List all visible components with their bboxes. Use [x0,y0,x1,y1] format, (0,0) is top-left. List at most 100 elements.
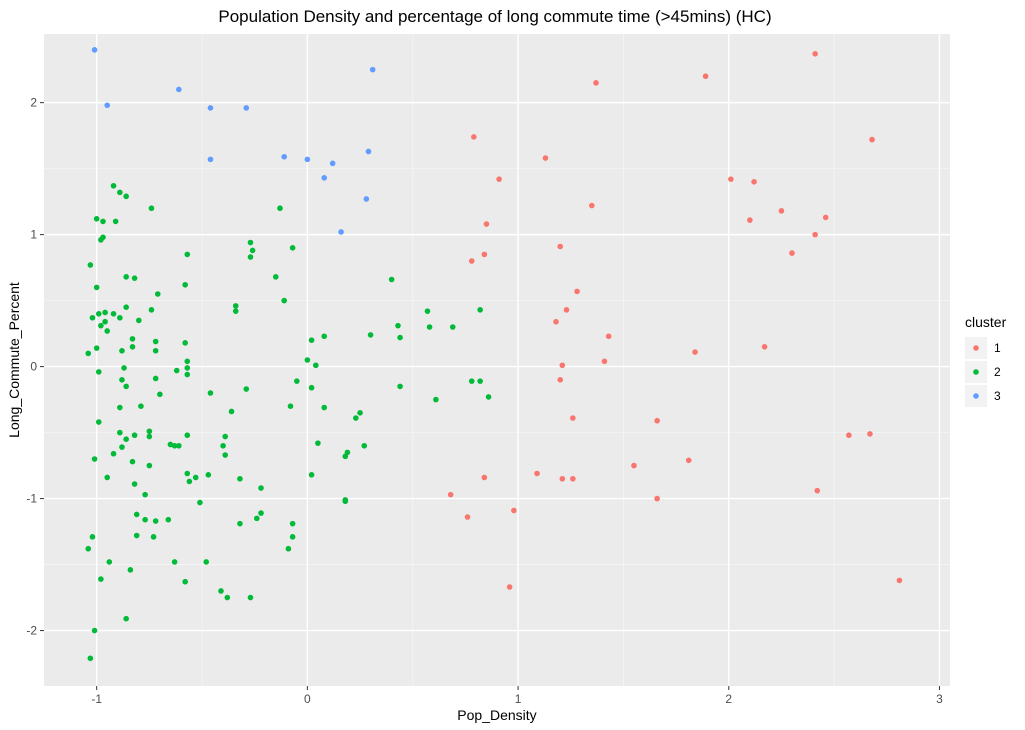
data-point-cluster-2 [192,474,199,481]
data-point-cluster-1 [511,507,517,514]
data-point-cluster-2 [138,403,144,409]
data-point-cluster-2 [152,375,159,382]
data-point-cluster-2 [98,237,104,243]
data-point-cluster-2 [232,303,239,309]
data-point-cluster-2 [123,274,129,280]
data-point-cluster-2 [207,390,214,396]
data-point-cluster-2 [95,419,102,425]
data-point-cluster-2 [289,245,296,251]
data-point-cluster-1 [896,577,903,584]
data-point-cluster-1 [692,349,698,355]
data-point-cluster-2 [342,453,349,460]
data-point-cluster-2 [102,318,108,325]
legend-label-1: 1 [994,341,1001,355]
data-point-cluster-1 [846,432,852,439]
data-point-cluster-2 [395,322,401,329]
data-point-cluster-2 [98,576,104,582]
data-point-cluster-2 [89,314,96,321]
data-point-cluster-2 [353,415,359,421]
data-point-cluster-2 [237,520,243,527]
data-point-cluster-2 [184,365,191,371]
grid-major [44,34,950,686]
data-point-cluster-2 [110,450,117,457]
data-point-cluster-1 [483,221,490,227]
data-point-cluster-2 [247,239,254,246]
data-point-cluster-2 [321,333,328,340]
data-point-cluster-2 [89,534,96,540]
data-point-cluster-1 [601,358,608,365]
data-point-cluster-2 [308,472,315,478]
data-point-cluster-3 [91,47,98,53]
data-point-cluster-2 [237,475,243,482]
data-point-cluster-2 [93,345,100,351]
data-point-cluster-3 [243,105,250,111]
data-point-cluster-1 [812,231,818,238]
data-point-cluster-2 [136,317,142,324]
data-point-cluster-2 [123,615,129,622]
x-tick-label: 3 [936,692,943,706]
data-point-cluster-2 [218,588,224,594]
data-point-cluster-2 [220,442,226,449]
data-point-cluster-1 [559,475,566,482]
data-point-cluster-2 [146,462,153,469]
data-point-cluster-2 [129,458,136,465]
data-point-cluster-1 [589,202,595,209]
data-point-cluster-2 [104,474,111,481]
data-point-cluster-2 [157,391,163,398]
data-point-cluster-1 [534,470,540,477]
data-point-cluster-2 [152,347,159,354]
data-point-cluster-2 [397,383,403,390]
data-point-cluster-2 [129,336,136,342]
data-point-cluster-3 [338,229,344,235]
data-point-cluster-2 [287,403,294,409]
x-tick-label: 2 [725,692,732,706]
data-point-cluster-3 [281,153,287,160]
data-point-cluster-2 [131,481,138,487]
grid-minor [44,34,950,686]
data-point-cluster-2 [182,578,188,585]
data-point-cluster-1 [751,179,757,185]
data-point-cluster-1 [654,417,660,424]
data-point-cluster-2 [184,371,191,378]
data-point-cluster-2 [167,441,174,448]
data-point-cluster-1 [471,134,477,140]
data-point-cluster-2 [146,433,153,440]
data-point-cluster-2 [93,215,100,222]
data-point-cluster-2 [254,515,260,522]
y-axis-title: Long_Commute_Percent [6,282,22,438]
data-point-cluster-2 [110,311,117,317]
data-point-cluster-1 [761,344,768,350]
data-point-cluster-1 [447,491,454,498]
data-point-cluster-2 [184,358,191,365]
data-point-cluster-2 [104,328,111,334]
data-point-cluster-2 [117,404,123,411]
data-point-cluster-1 [570,475,576,482]
legend-label-2: 2 [994,365,1001,379]
data-point-cluster-3 [365,148,372,155]
data-point-cluster-1 [812,50,818,57]
data-point-cluster-2 [93,284,100,291]
data-point-cluster-2 [342,498,349,505]
data-point-cluster-2 [357,409,363,416]
data-point-cluster-2 [142,491,148,498]
data-point-cluster-1 [728,176,734,182]
data-point-cluster-2 [367,332,374,338]
y-axis-ticks: -2 -1 0 1 2 [26,96,44,638]
data-point-cluster-3 [329,160,336,167]
data-point-cluster-2 [272,274,279,280]
data-point-cluster-1 [789,250,795,256]
data-point-cluster-2 [95,369,102,375]
data-point-cluster-2 [304,357,311,363]
data-point-cluster-2 [117,189,123,196]
data-point-cluster-2 [171,559,178,565]
data-point-cluster-1 [468,258,475,264]
data-point-cluster-2 [277,205,283,212]
plot-panel [44,34,950,686]
data-point-cluster-2 [424,308,431,314]
data-point-cluster-1 [867,431,873,437]
data-point-cluster-2 [205,472,212,478]
data-point-cluster-2 [176,442,182,449]
data-point-cluster-2 [224,594,231,601]
data-point-cluster-3 [369,66,376,73]
data-point-cluster-2 [313,362,319,369]
